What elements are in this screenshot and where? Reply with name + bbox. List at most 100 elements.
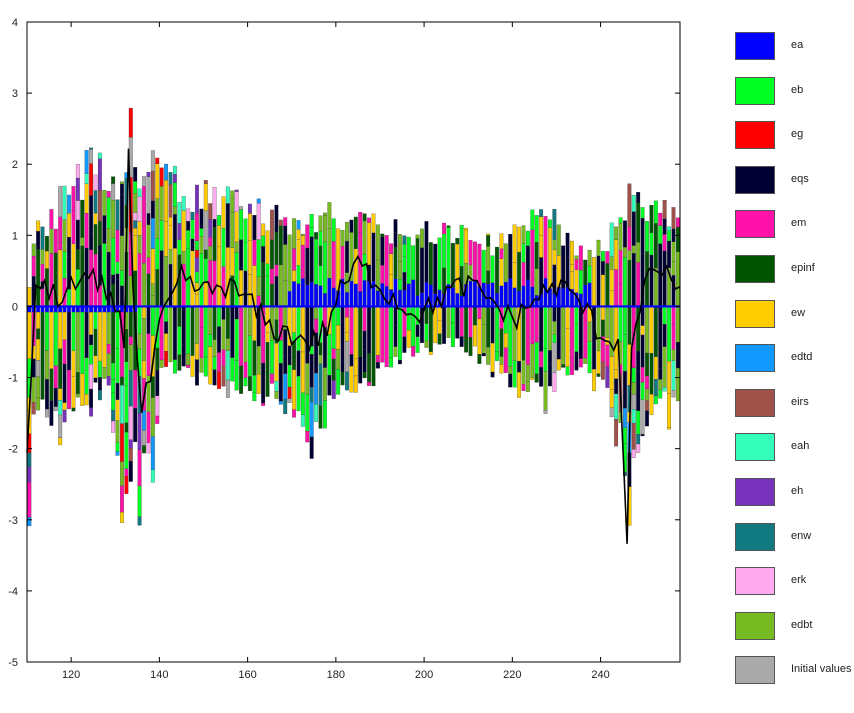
bar-segment-epinf [111, 176, 116, 184]
bar-segment-em [671, 323, 676, 350]
bar-segment-epinf [212, 226, 217, 261]
bar-segment-epinf [142, 445, 146, 454]
bar-segment-edbt [283, 280, 288, 307]
bar-segment-em [300, 244, 305, 279]
bar-stack [574, 255, 579, 371]
bar-segment-epinf [473, 306, 477, 326]
bar-segment-em [574, 259, 579, 270]
bar-segment-eb [111, 362, 116, 380]
bar-segment-eah [150, 469, 155, 483]
bar-segment-eb [653, 395, 658, 405]
bar-segment-ew [375, 306, 380, 356]
bar-segment-eb [164, 306, 169, 322]
bar-segment-eqs [340, 306, 345, 362]
bar-segment-edbt [128, 344, 133, 371]
bar-segment-em [49, 253, 54, 307]
bar-segment-eqs [67, 312, 71, 371]
bar-segment-ew [600, 306, 605, 321]
bar-stack [177, 202, 182, 371]
bar-segment-initial-values [203, 210, 208, 250]
bar-segment-ew [155, 163, 160, 199]
bar-stack [521, 225, 526, 391]
bar-segment-ew [609, 389, 614, 408]
bar-segment-ea [411, 279, 416, 307]
bar-segment-edtd [623, 408, 627, 428]
bar-segment-eqs [164, 321, 169, 334]
bar-stack [292, 218, 296, 418]
bar-stack [530, 209, 535, 380]
bar-segment-epinf [155, 269, 160, 307]
bar-segment-eqs [552, 306, 557, 322]
bar-segment-eb [459, 225, 464, 229]
bar-segment-ew [137, 221, 142, 236]
bar-segment-edbt [49, 228, 54, 254]
bar-stack [287, 234, 292, 403]
bar-stack [296, 220, 301, 412]
bar-segment-edbt [142, 318, 146, 361]
bar-segment-em [503, 347, 508, 373]
bar-segment-em [89, 249, 94, 290]
bar-segment-eqs [393, 232, 398, 248]
bar-segment-eqs [115, 382, 120, 400]
bar-segment-eqs [548, 364, 552, 387]
bar-segment-epinf [45, 236, 49, 252]
bar-stack [190, 211, 195, 377]
bar-segment-ew [512, 224, 517, 263]
bar-segment-eb [495, 306, 499, 352]
bar-segment-initial-values [287, 398, 292, 403]
bar-segment-em [283, 217, 288, 226]
bar-segment-ea [490, 282, 495, 307]
bar-segment-em [67, 369, 71, 410]
bar-segment-ea [322, 293, 327, 307]
bar-segment-edbt [327, 228, 332, 279]
bar-segment-eqs [371, 232, 376, 282]
bar-stack [411, 245, 416, 357]
bar-segment-eb [252, 392, 257, 402]
bar-segment-eqs [120, 285, 124, 307]
bar-segment-edtd [27, 517, 32, 527]
bar-segment-eg [155, 157, 160, 164]
bar-segment-eqs [261, 246, 266, 263]
bar-segment-edbt [106, 353, 111, 377]
bar-segment-ew [234, 211, 239, 243]
bar-stack [243, 218, 248, 387]
bar-segment-eqs [631, 211, 636, 246]
bar-segment-ew [80, 373, 85, 406]
bar-segment-ew [168, 216, 173, 226]
bar-segment-eb [195, 271, 199, 283]
bar-segment-ew [345, 317, 349, 333]
bar-segment-eb [247, 335, 252, 377]
bar-stack [667, 226, 672, 430]
bar-segment-epinf [645, 352, 649, 377]
bar-segment-ew [353, 358, 358, 377]
bar-segment-eb [406, 236, 411, 284]
bar-segment-eb [446, 227, 451, 285]
bar-segment-edbt [164, 256, 169, 307]
bar-segment-erk [234, 191, 239, 212]
bar-segment-ew [353, 248, 358, 285]
bar-segment-edbt [645, 306, 649, 354]
bar-segment-enw [168, 172, 173, 185]
bar-segment-eb [97, 360, 102, 378]
bar-segment-em [137, 449, 142, 487]
bar-segment-eb [662, 306, 667, 325]
bar-segment-eqs [481, 353, 486, 357]
bar-segment-em [662, 234, 667, 252]
bar-segment-eh [177, 223, 182, 240]
bar-segment-eb [278, 340, 283, 364]
bar-segment-initial-values [53, 406, 58, 412]
bar-segment-eb [265, 275, 270, 307]
bar-segment-edbt [300, 233, 305, 236]
bar-segment-enw [93, 190, 98, 214]
bar-segment-epinf [239, 388, 244, 394]
bar-segment-ea [459, 295, 464, 307]
bar-segment-ew [455, 243, 460, 294]
bar-segment-initial-values [345, 341, 349, 373]
bar-segment-edbt [645, 388, 649, 401]
bar-segment-epinf [428, 306, 433, 352]
bar-segment-ew [225, 247, 230, 307]
bar-segment-eb [261, 235, 266, 247]
bar-segment-epinf [486, 235, 491, 247]
bar-segment-eb [199, 228, 204, 237]
bar-segment-eqs [420, 247, 424, 293]
